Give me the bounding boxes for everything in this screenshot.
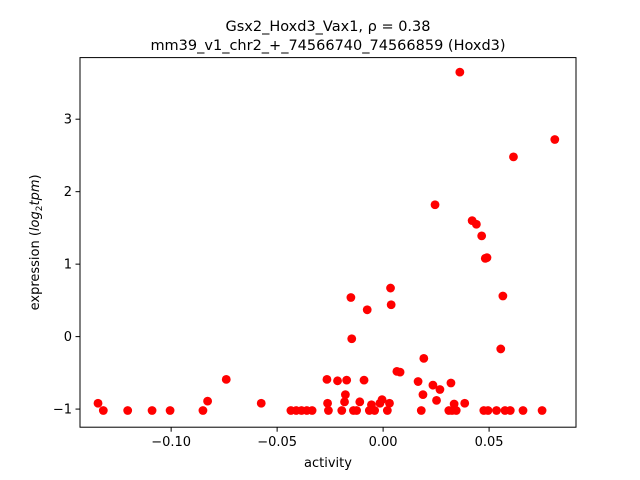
data-point: [324, 406, 333, 415]
data-point: [340, 390, 350, 399]
data-point: [347, 334, 357, 344]
data-point: [428, 380, 438, 390]
y-tick-label: 0: [64, 330, 72, 345]
x-tick-label: −0.05: [257, 435, 297, 450]
y-tick-label: −1: [53, 403, 72, 418]
data-point: [446, 378, 456, 388]
x-tick-label: 0.05: [475, 435, 504, 450]
data-point: [198, 406, 208, 415]
data-point: [337, 406, 347, 415]
data-point: [362, 305, 372, 315]
data-point: [537, 406, 547, 415]
data-point: [455, 67, 465, 77]
data-point: [505, 406, 515, 415]
data-point: [382, 406, 392, 415]
y-tick-label: 1: [64, 258, 72, 273]
chart-title: Gsx2_Hoxd3_Vax1, ρ = 0.38: [226, 19, 431, 35]
data-point: [123, 406, 133, 415]
data-point: [435, 385, 445, 394]
data-point: [413, 377, 423, 386]
data-point: [498, 291, 508, 301]
y-axis-ticks: −1 0 1 2 3: [53, 113, 80, 418]
data-point: [256, 398, 266, 408]
data-point: [518, 406, 528, 415]
data-point: [482, 253, 492, 263]
data-point: [419, 353, 429, 363]
data-point: [483, 406, 493, 415]
y-axis-label-close: ): [28, 174, 43, 179]
data-point: [509, 152, 518, 162]
data-point: [346, 293, 356, 302]
data-point: [430, 200, 440, 210]
data-point: [418, 390, 428, 399]
data-point: [352, 406, 362, 415]
y-tick-label: 3: [64, 113, 72, 128]
x-tick-label: 0.00: [369, 435, 398, 450]
data-point: [370, 406, 380, 415]
y-axis-label-log: log: [28, 211, 43, 231]
y-axis-label: expression (log2tpm): [28, 174, 45, 310]
data-point: [471, 219, 481, 229]
x-tick-label: −0.10: [151, 435, 191, 450]
data-point: [93, 398, 103, 408]
data-point: [333, 376, 342, 386]
data-point: [307, 406, 317, 415]
data-point: [98, 406, 108, 415]
data-point: [432, 395, 441, 405]
data-point: [342, 375, 352, 385]
y-axis-label-prefix: expression (: [28, 231, 43, 310]
data-point: [340, 397, 349, 407]
data-point: [395, 367, 405, 377]
data-point: [203, 396, 213, 406]
data-point: [323, 398, 332, 408]
y-axis-label-tpm: tpm: [28, 179, 43, 205]
data-point: [385, 398, 394, 408]
y-axis-label-base: 2: [35, 206, 45, 212]
data-point: [359, 375, 369, 385]
scatter-points: [93, 67, 560, 415]
data-point: [147, 406, 157, 415]
plot-area-frame: [79, 57, 577, 428]
x-axis-label: activity: [304, 456, 352, 471]
data-point: [477, 231, 487, 241]
data-point: [550, 135, 560, 144]
data-point: [496, 344, 506, 354]
x-axis-ticks: −0.10 −0.05 0.00 0.05: [151, 427, 504, 450]
y-tick-label: 2: [64, 185, 72, 200]
data-point: [355, 397, 365, 407]
data-point: [416, 406, 426, 415]
data-point: [460, 398, 470, 408]
data-point: [165, 406, 175, 415]
data-point: [386, 283, 395, 293]
data-point: [377, 395, 387, 405]
chart-subtitle: mm39_v1_chr2_+_74566740_74566859 (Hoxd3): [150, 38, 505, 54]
data-point: [386, 300, 396, 310]
data-point: [221, 374, 231, 384]
data-point: [322, 374, 332, 384]
data-point: [492, 406, 501, 415]
data-point: [451, 406, 461, 415]
